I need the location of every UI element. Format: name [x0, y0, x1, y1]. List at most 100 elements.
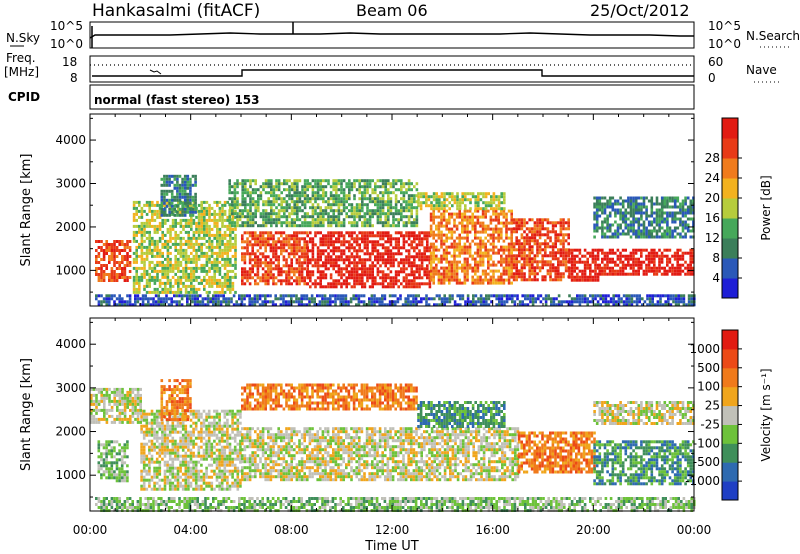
- cpid-text: normal (fast stereo) 153: [94, 93, 260, 107]
- range-cell: [145, 248, 149, 252]
- range-cell: [306, 270, 309, 274]
- range-cell: [668, 257, 672, 261]
- range-cell: [287, 240, 291, 244]
- range-cell: [518, 224, 521, 228]
- range-cell: [427, 198, 431, 202]
- range-cell: [213, 257, 216, 261]
- range-cell: [629, 226, 633, 230]
- range-cell: [158, 248, 162, 252]
- range-cell: [332, 246, 335, 250]
- range-cell: [371, 273, 374, 277]
- range-cell: [461, 212, 464, 216]
- range-cell: [337, 240, 341, 244]
- range-cell: [418, 252, 421, 256]
- range-cell: [332, 234, 335, 238]
- range-cell: [392, 237, 395, 241]
- range-cell: [689, 272, 692, 276]
- range-cell: [405, 206, 408, 210]
- range-cell: [666, 199, 669, 203]
- range-cell: [285, 179, 289, 183]
- range-cell: [264, 282, 267, 286]
- range-cell: [536, 248, 539, 252]
- range-cell: [422, 192, 425, 196]
- range-cell: [105, 297, 108, 301]
- range-cell: [471, 224, 474, 228]
- range-cell: [520, 218, 524, 222]
- range-cell: [551, 245, 555, 249]
- range-cell: [187, 245, 190, 249]
- range-cell: [298, 243, 301, 247]
- range-cell: [392, 191, 395, 195]
- range-cell: [487, 263, 490, 267]
- range-cell: [363, 203, 367, 207]
- range-cell: [335, 264, 338, 268]
- range-cell: [523, 245, 526, 249]
- range-cell: [586, 275, 589, 279]
- range-cell: [603, 272, 607, 276]
- range-cell: [474, 195, 477, 199]
- range-cell: [692, 223, 695, 227]
- range-cell: [557, 278, 560, 282]
- range-cell: [647, 199, 651, 203]
- range-cell: [140, 233, 144, 237]
- range-cell: [132, 200, 136, 204]
- range-cell: [210, 260, 214, 264]
- range-cell: [193, 294, 197, 298]
- range-cell: [210, 266, 214, 270]
- range-cell: [151, 212, 154, 216]
- range-cell: [259, 194, 263, 198]
- range-cell: [213, 212, 216, 216]
- range-cell: [621, 202, 625, 206]
- range-cell: [191, 210, 195, 214]
- range-cell: [113, 258, 116, 261]
- range-cell: [481, 230, 485, 234]
- range-cell: [629, 214, 633, 218]
- range-cell: [376, 209, 380, 213]
- range-cell: [322, 194, 325, 198]
- range-cell: [666, 214, 669, 218]
- range-cell: [160, 189, 164, 193]
- range-cell: [549, 245, 552, 249]
- range-cell: [505, 245, 508, 249]
- range-cell: [660, 235, 664, 239]
- range-cell: [182, 236, 185, 240]
- range-cell: [442, 215, 446, 219]
- range-cell: [456, 198, 459, 202]
- range-cell: [353, 246, 356, 250]
- range-cell: [432, 209, 435, 213]
- range-cell: [426, 246, 429, 250]
- range-cell: [183, 177, 187, 181]
- range-cell: [551, 221, 555, 225]
- range-cell: [187, 254, 190, 258]
- range-cell: [500, 245, 503, 249]
- range-cell: [415, 218, 419, 222]
- range-cell: [376, 185, 380, 189]
- range-cell: [376, 231, 380, 235]
- range-cell: [578, 278, 582, 282]
- range-cell: [392, 252, 395, 256]
- range-cell: [322, 234, 325, 238]
- range-cell: [596, 263, 600, 267]
- range-cell: [272, 255, 275, 259]
- range-cell: [184, 287, 188, 291]
- range-cell: [389, 185, 393, 189]
- range-cell: [474, 266, 477, 270]
- range-cell: [192, 233, 196, 237]
- range-cell: [632, 202, 635, 206]
- range-cell: [186, 297, 189, 301]
- range-cell: [410, 270, 413, 274]
- range-cell: [164, 290, 167, 294]
- range-cell: [426, 267, 429, 271]
- range-cell: [303, 297, 306, 301]
- range-cell: [658, 266, 661, 270]
- range-cell: [619, 214, 622, 218]
- nsearch-tick-high: 10^5: [708, 19, 741, 33]
- range-cell: [551, 242, 555, 246]
- range-cell: [453, 278, 456, 282]
- range-cell: [619, 232, 622, 236]
- range-cell: [197, 209, 201, 213]
- range-cell: [272, 185, 276, 189]
- range-cell: [218, 269, 222, 273]
- range-cell: [171, 242, 175, 246]
- range-cell: [676, 205, 680, 209]
